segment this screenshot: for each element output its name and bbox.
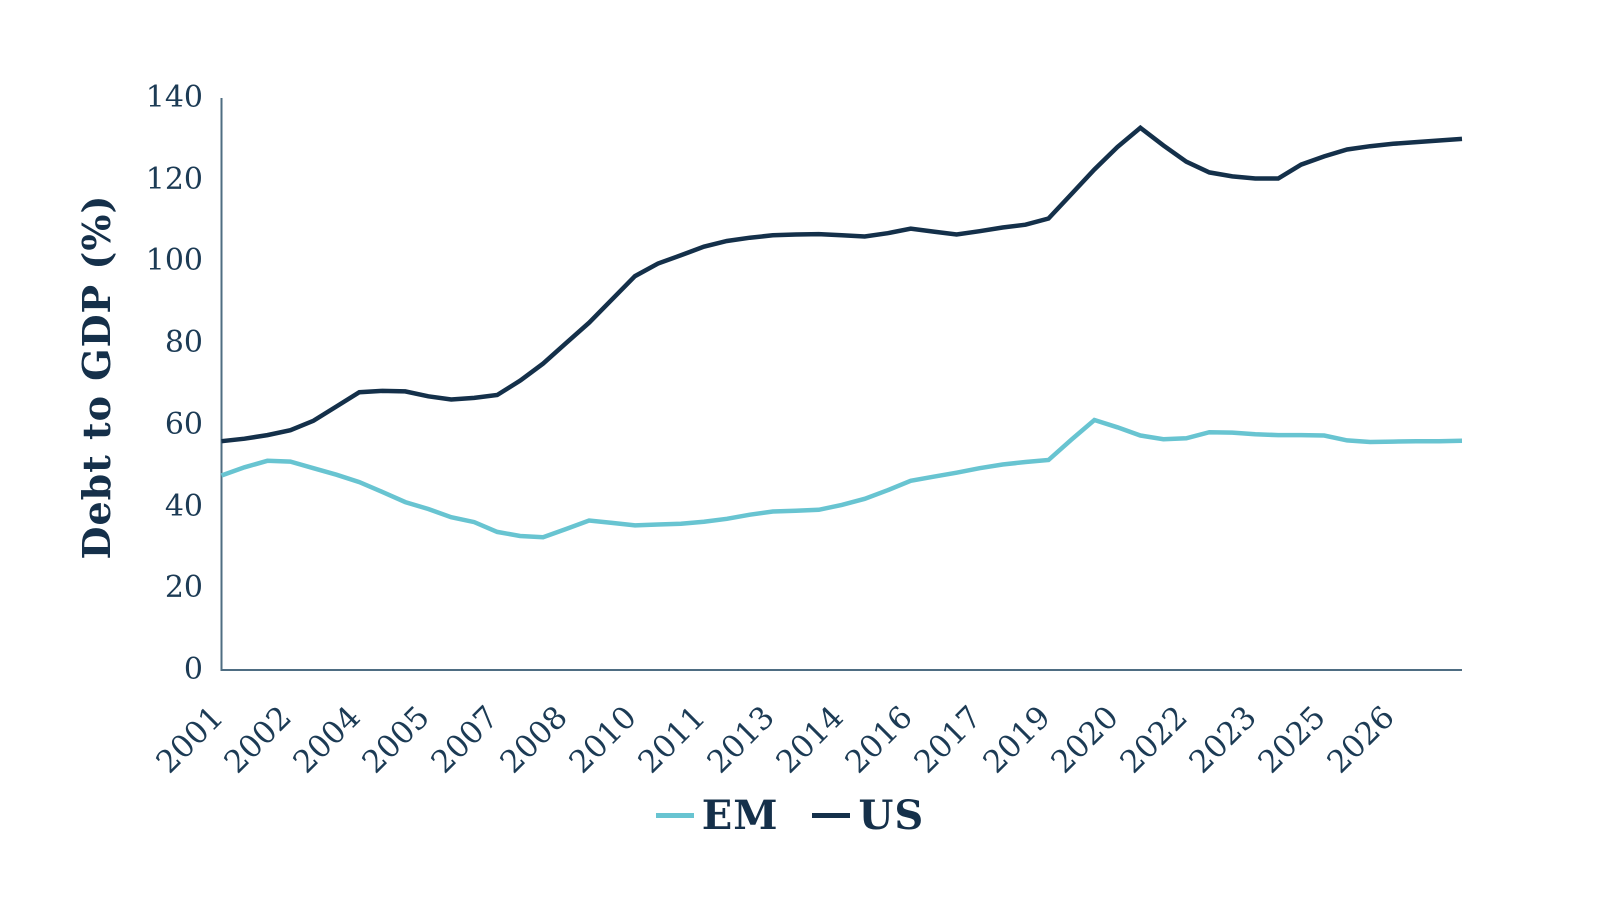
us-line <box>221 124 1463 444</box>
us-line-swatch <box>812 813 851 818</box>
y-tick-label-40: 40 <box>164 488 203 524</box>
legend-item-us: US <box>812 792 924 839</box>
y-tick-label-80: 80 <box>164 325 203 361</box>
y-tick-label-100: 100 <box>145 243 203 279</box>
y-tick-label-120: 120 <box>145 161 203 197</box>
axis-lines <box>220 98 1462 671</box>
legend-label-us: US <box>858 792 925 839</box>
legend: EM US <box>0 792 1580 839</box>
y-tick-label-20: 20 <box>164 570 203 606</box>
y-tick-label-60: 60 <box>164 406 203 442</box>
y-tick-label-0: 0 <box>183 652 203 687</box>
y-tick-label-140: 140 <box>145 80 203 115</box>
y-axis-title: Debt to GDP (%) <box>74 194 119 560</box>
legend-label-em: EM <box>701 792 779 839</box>
legend-item-em: EM <box>655 792 779 839</box>
em-line-swatch <box>655 813 694 818</box>
em-line <box>220 417 1463 540</box>
